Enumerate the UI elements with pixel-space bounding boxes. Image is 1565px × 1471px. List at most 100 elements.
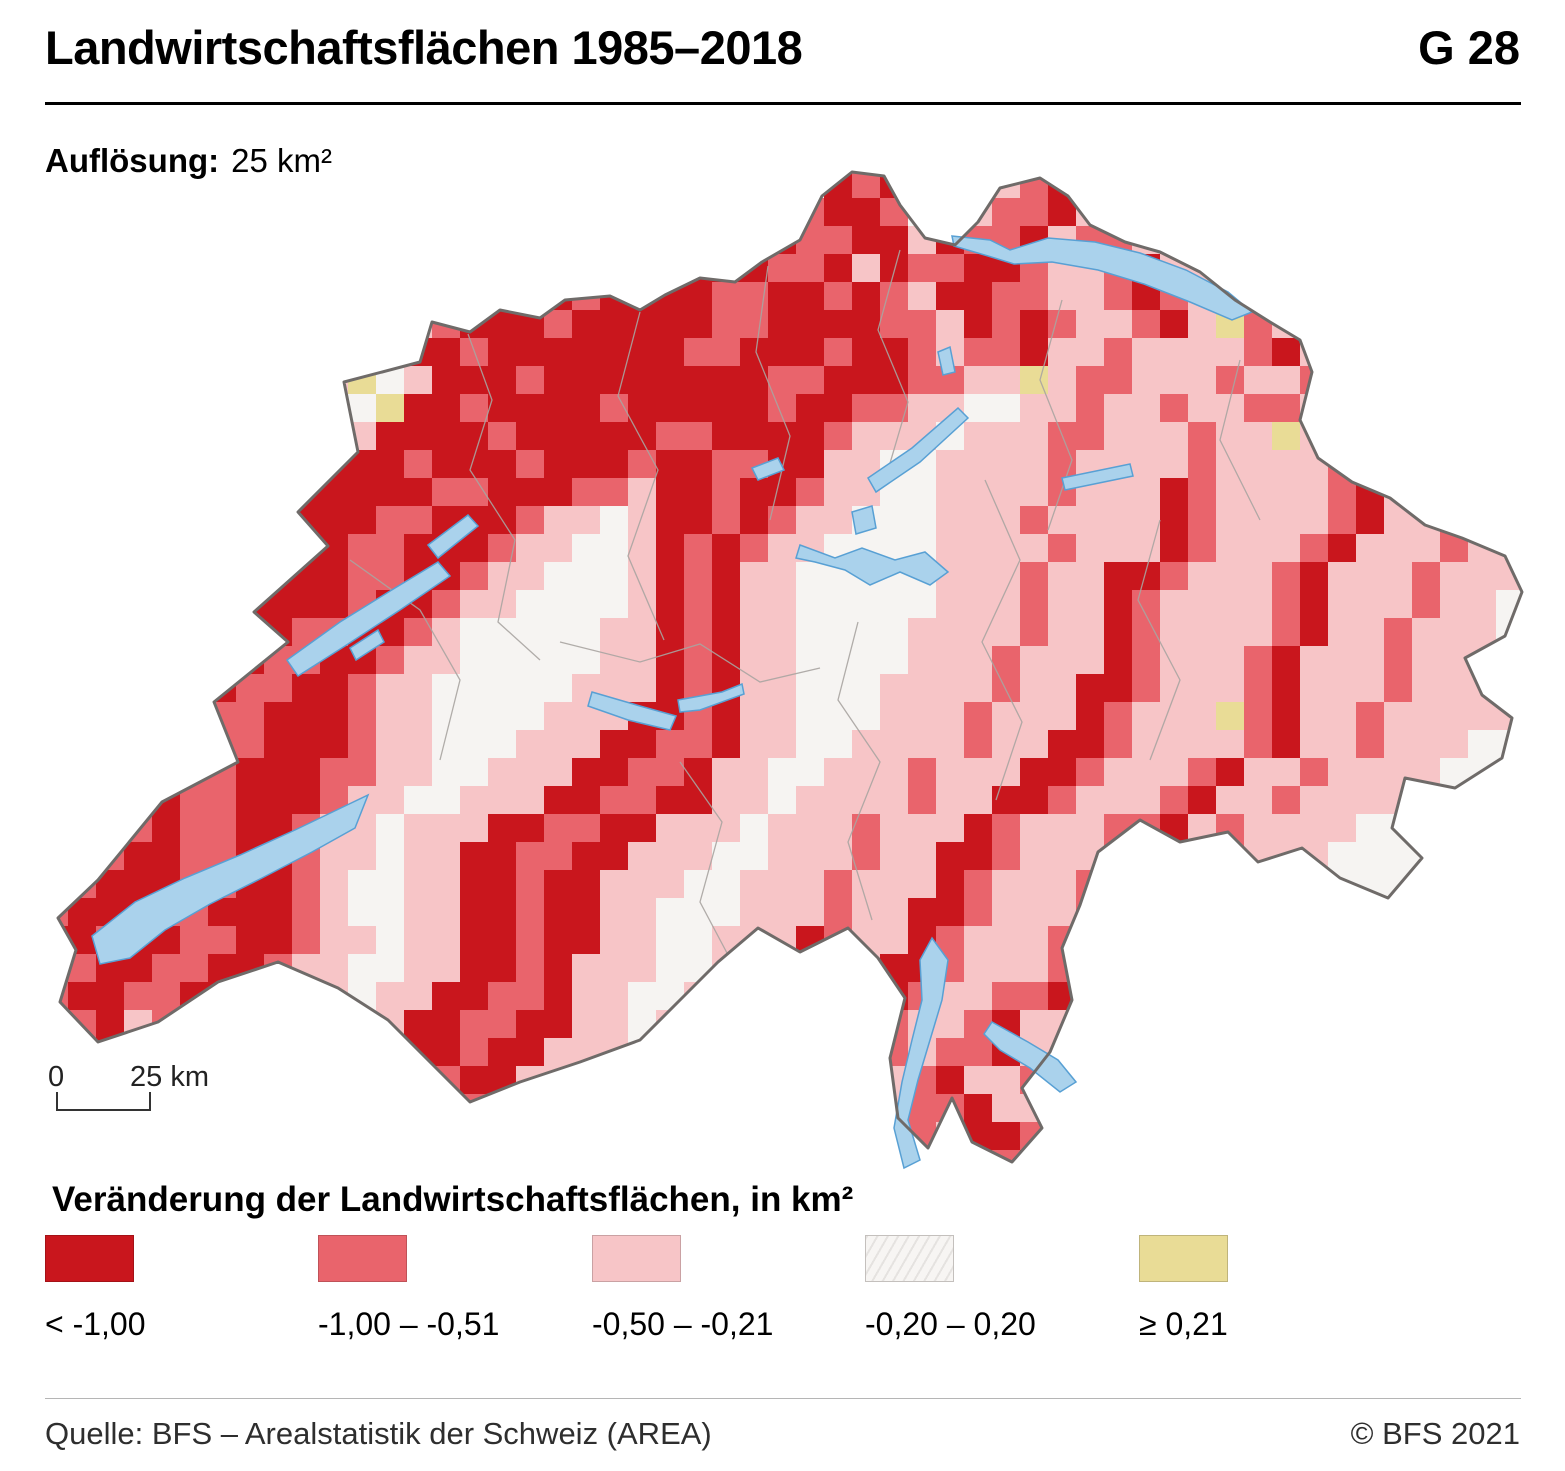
map-cell: [58, 842, 68, 870]
map-cell: [1216, 366, 1244, 394]
map-cell: [936, 450, 964, 478]
map-cell: [936, 534, 964, 562]
map-cell: [376, 506, 404, 534]
map-cell: [824, 898, 852, 926]
map-cell: [684, 506, 712, 534]
map-cell: [740, 646, 768, 674]
map-cell: [684, 310, 712, 338]
map-cell: [292, 926, 320, 954]
map-cell: [1076, 758, 1104, 786]
map-cell: [1104, 982, 1132, 1010]
map-cell: [824, 786, 852, 814]
map-cell: [152, 562, 180, 590]
map-cell: [1300, 254, 1328, 282]
map-cell: [1356, 450, 1384, 478]
map-cell: [880, 310, 908, 338]
map-cell: [1272, 282, 1300, 310]
map-cell: [124, 842, 152, 870]
map-cell: [404, 366, 432, 394]
map-cell: [824, 814, 852, 842]
map-cell: [656, 254, 684, 282]
map-cell: [628, 982, 656, 1010]
map-cell: [488, 786, 516, 814]
map-cell: [488, 702, 516, 730]
map-cell: [1216, 702, 1244, 730]
map-cell: [992, 590, 1020, 618]
map-cell: [1440, 590, 1468, 618]
map-cell: [488, 870, 516, 898]
map-cell: [796, 646, 824, 674]
map-cell: [852, 982, 880, 1010]
map-cell: [1440, 562, 1468, 590]
map-cell: [712, 478, 740, 506]
map-cell: [740, 534, 768, 562]
map-cell: [1216, 506, 1244, 534]
map-cell: [572, 422, 600, 450]
map-cell: [936, 310, 964, 338]
map-cell: [516, 478, 544, 506]
map-cell: [1076, 702, 1104, 730]
map-cell: [964, 1038, 992, 1066]
map-cell: [516, 590, 544, 618]
map-cell: [936, 282, 964, 310]
map-cell: [964, 898, 992, 926]
map-cell: [1160, 478, 1188, 506]
map-cell: [1160, 226, 1188, 254]
map-cell: [684, 562, 712, 590]
map-cell: [432, 478, 460, 506]
map-cell: [1244, 646, 1272, 674]
map-cell: [264, 954, 292, 982]
map-cell: [628, 926, 656, 954]
map-cell: [768, 870, 796, 898]
map-cell: [1468, 478, 1496, 506]
map-cell: [852, 618, 880, 646]
map-cell: [1104, 534, 1132, 562]
map-cell: [992, 730, 1020, 758]
map-cell: [1048, 954, 1076, 982]
map-cell: [1020, 646, 1048, 674]
map-cell: [852, 786, 880, 814]
map-cell: [1076, 1010, 1104, 1038]
map-cell: [1216, 422, 1244, 450]
legend-item: -0,20 – 0,20: [865, 1235, 1036, 1343]
map-cell: [936, 1010, 964, 1038]
map-cell: [1384, 422, 1412, 450]
map-cell: [320, 366, 348, 394]
map-cell: [628, 478, 656, 506]
map-cell: [1300, 590, 1328, 618]
map-cell: [1272, 646, 1300, 674]
map-cell: [152, 674, 180, 702]
map-cell: [852, 1094, 880, 1122]
map-cell: [796, 506, 824, 534]
map-cell: [712, 590, 740, 618]
map-cell: [544, 898, 572, 926]
map-cell: [1048, 814, 1076, 842]
map-cell: [1020, 730, 1048, 758]
resolution-value: 25 km²: [231, 142, 332, 179]
map-cell: [600, 786, 628, 814]
map-cell: [376, 870, 404, 898]
copyright-text: © BFS 2021: [1350, 1416, 1520, 1451]
map-cell: [488, 926, 516, 954]
map-cell: [124, 786, 152, 814]
map-cell: [460, 898, 488, 926]
map-cell: [852, 254, 880, 282]
map-cell: [936, 254, 964, 282]
map-cell: [824, 422, 852, 450]
map-cell: [964, 478, 992, 506]
map-cell: [908, 282, 936, 310]
map-cell: [1272, 478, 1300, 506]
map-cell: [488, 450, 516, 478]
map-cell: [460, 282, 488, 310]
map-cell: [1160, 534, 1188, 562]
map-cell: [572, 926, 600, 954]
map-cell: [656, 758, 684, 786]
map-cell: [320, 562, 348, 590]
map-cell: [1188, 338, 1216, 366]
map-cell: [1132, 898, 1160, 926]
map-cell: [768, 982, 796, 1010]
map-cell: [1412, 534, 1440, 562]
map-cell: [516, 982, 544, 1010]
map-cell: [852, 926, 880, 954]
map-cell: [1104, 758, 1132, 786]
